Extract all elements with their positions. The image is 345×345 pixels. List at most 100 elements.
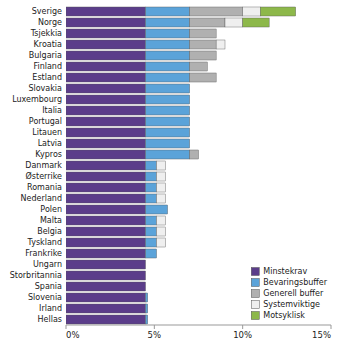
bar-segment [146,128,190,137]
tick-mark [331,325,332,329]
bar-segment [146,29,190,38]
bar-segment [190,18,225,27]
bar-segment [66,271,146,280]
bar-segment [189,117,190,126]
bar-segment [157,238,166,247]
series [146,7,190,324]
bar-segment [156,249,157,258]
bar-segment [145,271,146,280]
bar-segment [189,106,190,115]
series [157,7,261,247]
bar-segment [66,95,146,104]
bar-segment [145,260,146,269]
bar-segment [146,315,148,324]
chart: SverigeNorgeTsjekkiaKroatiaBulgariaFinla… [0,0,345,345]
bar-segment [189,106,190,115]
bar-segment [189,95,190,104]
bar-segment [145,282,146,291]
bar-segment [189,117,190,126]
bar-segment [66,150,146,159]
category-label: Frankrike [25,249,62,258]
bar-segment [189,95,190,104]
bar-segment [157,227,166,236]
category-label: Latvia [38,139,62,148]
bar-segment [189,106,190,115]
bar-segment [145,271,146,280]
bar-segment [147,293,148,302]
bar-segment [146,51,190,60]
bar-segment [146,84,190,93]
bar-segment [66,161,146,170]
bar-segment [147,315,148,324]
category-label: Belgia [37,227,62,236]
bar-segment [216,40,225,49]
bar-segment [146,227,157,236]
category-label: Kroatia [34,40,63,49]
tick-label: 0% [66,330,80,340]
bar-segment [165,161,166,170]
category-label: Irland [39,304,62,313]
category-label: Finland [33,62,62,71]
category-label: Romania [27,183,62,192]
bar-segment [146,238,157,247]
bar-segment [146,62,190,71]
bar-segment [156,249,157,258]
bar-segment [189,117,190,126]
legend-item: Motsyklisk [251,311,305,320]
bar-segment [189,84,190,93]
bars [66,7,296,324]
bar-segment [165,194,166,203]
bar-segment [216,29,217,38]
bar-segment [216,51,217,60]
category-label: Luxembourg [12,95,62,104]
bar-segment [145,260,146,269]
bar-segment [190,40,217,49]
bar-segment [165,216,166,225]
tick-mark [242,325,243,329]
legend-label: Generell buffer [263,289,324,298]
bar-segment [66,183,146,192]
bar-segment [146,216,157,225]
y-axis: SverigeNorgeTsjekkiaKroatiaBulgariaFinla… [10,7,63,324]
bar-segment [216,73,217,82]
bar-segment [147,304,148,313]
bar-segment [66,117,146,126]
bar-segment [165,227,166,236]
axis-line [66,325,331,326]
bar-segment [167,205,168,214]
bar-segment [216,51,217,60]
bar-segment [66,73,146,82]
bar-segment [146,106,190,115]
bar-segment [66,282,146,291]
category-label: Kypros [35,150,62,159]
bar-segment [145,282,146,291]
bar-segment [157,216,166,225]
bar-segment [165,172,166,181]
bar-segment [66,7,146,16]
legend-item: Generell buffer [251,289,324,298]
legend-swatch [251,268,259,276]
bar-segment [189,128,190,137]
bar-segment [190,150,199,159]
bar-segment [145,271,146,280]
bar-segment [145,282,146,291]
bar-segment [190,51,217,60]
bar-segment [146,205,168,214]
bar-segment [189,95,190,104]
bar-segment [189,139,190,148]
category-label: Tsjekkia [30,29,62,38]
x-axis: 0%5%10%15% [66,325,331,340]
category-label: Estland [32,73,62,82]
bar-segment [216,73,217,82]
bar-segment [66,84,146,93]
bar-segment [66,293,146,302]
bar-segment [157,172,166,181]
tick-label: 5% [148,330,162,340]
bar-segment [190,73,217,82]
bar-segment [66,18,146,27]
legend-label: Minstekrav [263,267,307,276]
tick-mark [154,325,155,329]
bar-segment [66,260,146,269]
bar-segment [66,238,146,247]
category-label: Slovenia [28,293,62,302]
